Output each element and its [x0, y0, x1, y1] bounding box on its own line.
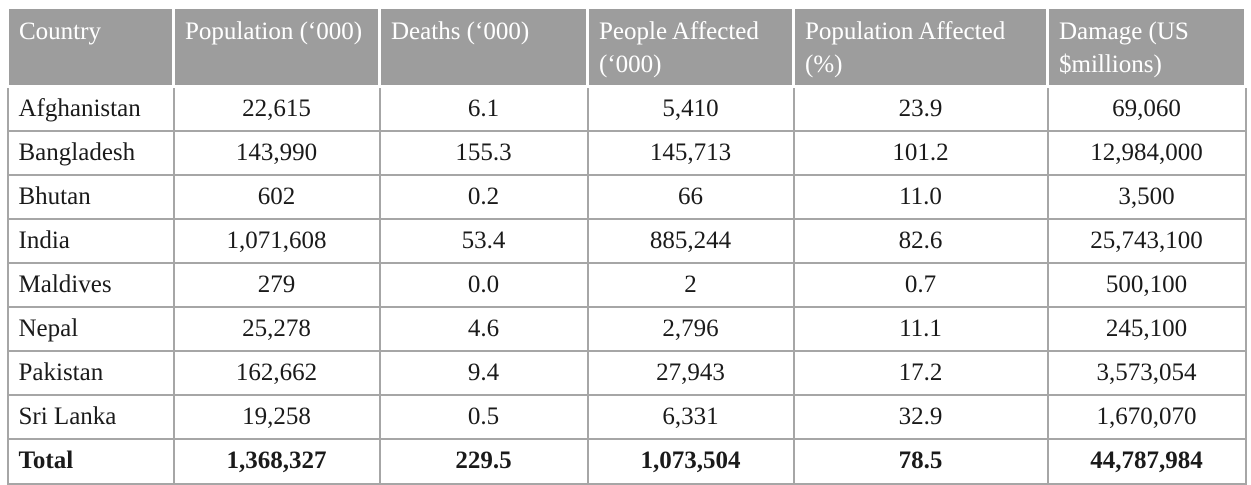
header-deaths: Deaths (‘000)	[378, 6, 589, 88]
cell-deaths: 4.6	[378, 305, 589, 352]
cell-population-affected: 82.6	[792, 217, 1049, 264]
cell-damage: 69,060	[1046, 85, 1247, 132]
cell-damage: 3,500	[1046, 173, 1247, 220]
total-population: 1,368,327	[172, 437, 381, 485]
cell-population: 602	[172, 173, 381, 220]
cell-people-affected: 5,410	[586, 85, 795, 132]
header-country: Country	[6, 6, 175, 88]
cell-damage: 500,100	[1046, 261, 1247, 308]
table-header: Country Population (‘000) Deaths (‘000) …	[6, 6, 1247, 88]
header-damage: Damage (US $millions)	[1046, 6, 1247, 88]
cell-damage: 12,984,000	[1046, 129, 1247, 176]
header-people-affected: People Affected (‘000)	[586, 6, 795, 88]
header-row: Country Population (‘000) Deaths (‘000) …	[6, 6, 1247, 88]
cell-population-affected: 17.2	[792, 349, 1049, 396]
cell-population: 1,071,608	[172, 217, 381, 264]
cell-population: 143,990	[172, 129, 381, 176]
header-population-affected: Population Affected (%)	[792, 6, 1049, 88]
disaster-impact-table: Country Population (‘000) Deaths (‘000) …	[6, 6, 1247, 485]
cell-deaths: 0.2	[378, 173, 589, 220]
cell-population: 22,615	[172, 85, 381, 132]
total-row: Total 1,368,327 229.5 1,073,504 78.5 44,…	[6, 437, 1247, 485]
cell-population-affected: 32.9	[792, 393, 1049, 440]
cell-country: Maldives	[6, 261, 175, 308]
cell-people-affected: 27,943	[586, 349, 795, 396]
cell-damage: 1,670,070	[1046, 393, 1247, 440]
cell-damage: 3,573,054	[1046, 349, 1247, 396]
table-row: Pakistan 162,662 9.4 27,943 17.2 3,573,0…	[6, 349, 1247, 396]
total-damage: 44,787,984	[1046, 437, 1247, 485]
cell-population: 19,258	[172, 393, 381, 440]
cell-country: Nepal	[6, 305, 175, 352]
cell-deaths: 6.1	[378, 85, 589, 132]
cell-population-affected: 11.1	[792, 305, 1049, 352]
cell-country: Bhutan	[6, 173, 175, 220]
cell-country: Sri Lanka	[6, 393, 175, 440]
cell-population-affected: 101.2	[792, 129, 1049, 176]
cell-country: Afghanistan	[6, 85, 175, 132]
table-row: Maldives 279 0.0 2 0.7 500,100	[6, 261, 1247, 308]
total-deaths: 229.5	[378, 437, 589, 485]
table-row: Bangladesh 143,990 155.3 145,713 101.2 1…	[6, 129, 1247, 176]
cell-population: 162,662	[172, 349, 381, 396]
cell-deaths: 9.4	[378, 349, 589, 396]
cell-people-affected: 66	[586, 173, 795, 220]
table-row: Bhutan 602 0.2 66 11.0 3,500	[6, 173, 1247, 220]
cell-deaths: 53.4	[378, 217, 589, 264]
cell-population-affected: 23.9	[792, 85, 1049, 132]
cell-damage: 25,743,100	[1046, 217, 1247, 264]
table-body: Afghanistan 22,615 6.1 5,410 23.9 69,060…	[6, 85, 1247, 485]
cell-people-affected: 885,244	[586, 217, 795, 264]
table-row: India 1,071,608 53.4 885,244 82.6 25,743…	[6, 217, 1247, 264]
cell-deaths: 0.5	[378, 393, 589, 440]
cell-population: 25,278	[172, 305, 381, 352]
disaster-impact-table-container: Country Population (‘000) Deaths (‘000) …	[6, 6, 1247, 485]
cell-country: Bangladesh	[6, 129, 175, 176]
cell-country: Pakistan	[6, 349, 175, 396]
total-population-affected: 78.5	[792, 437, 1049, 485]
table-row: Sri Lanka 19,258 0.5 6,331 32.9 1,670,07…	[6, 393, 1247, 440]
table-row: Afghanistan 22,615 6.1 5,410 23.9 69,060	[6, 85, 1247, 132]
cell-population-affected: 0.7	[792, 261, 1049, 308]
cell-deaths: 0.0	[378, 261, 589, 308]
cell-country: India	[6, 217, 175, 264]
table-row: Nepal 25,278 4.6 2,796 11.1 245,100	[6, 305, 1247, 352]
header-population: Population (‘000)	[172, 6, 381, 88]
cell-people-affected: 145,713	[586, 129, 795, 176]
cell-people-affected: 2,796	[586, 305, 795, 352]
total-people-affected: 1,073,504	[586, 437, 795, 485]
cell-population-affected: 11.0	[792, 173, 1049, 220]
cell-population: 279	[172, 261, 381, 308]
cell-deaths: 155.3	[378, 129, 589, 176]
cell-people-affected: 6,331	[586, 393, 795, 440]
cell-damage: 245,100	[1046, 305, 1247, 352]
total-label: Total	[6, 437, 175, 485]
cell-people-affected: 2	[586, 261, 795, 308]
